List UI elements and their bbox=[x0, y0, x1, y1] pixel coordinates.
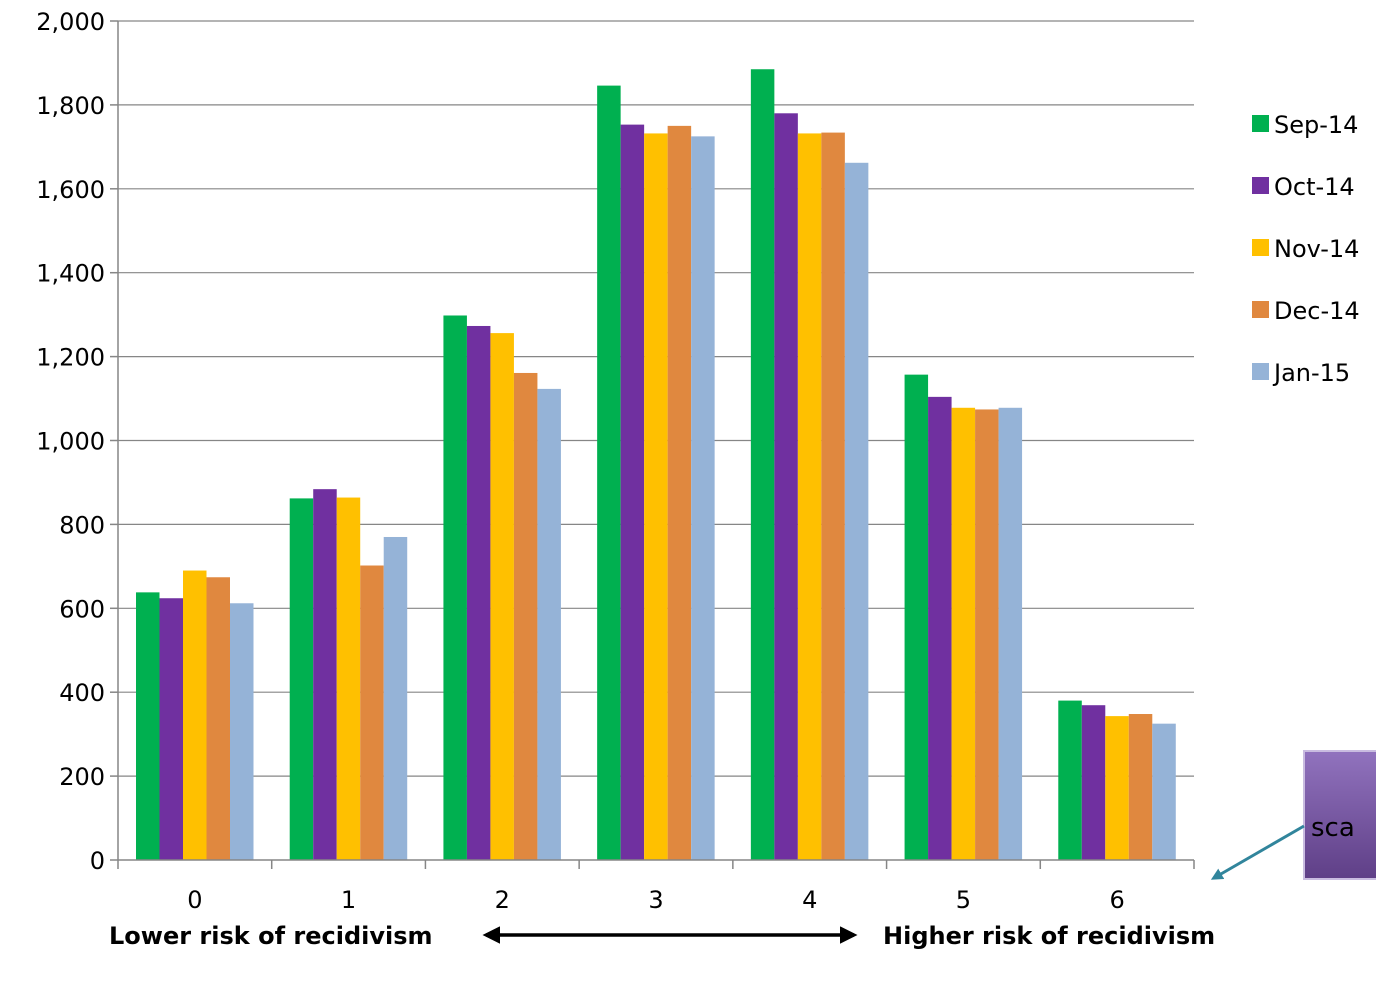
y-tick-label: 200 bbox=[59, 763, 105, 791]
callout-text: sca bbox=[1311, 813, 1355, 843]
bar-Oct-14-cat-1 bbox=[313, 489, 337, 860]
y-tick-label: 1,800 bbox=[36, 92, 105, 120]
legend-label: Dec-14 bbox=[1274, 297, 1360, 325]
x-tick-label: 1 bbox=[341, 886, 356, 914]
bar-Nov-14-cat-6 bbox=[1105, 716, 1129, 860]
bar-Jan-15-cat-1 bbox=[383, 536, 408, 860]
bar-Nov-14-cat-4 bbox=[797, 133, 822, 860]
legend-label: Nov-14 bbox=[1274, 235, 1359, 263]
bar-Sep-14-cat-1 bbox=[289, 498, 314, 860]
legend-swatch bbox=[1252, 301, 1269, 318]
bar-Nov-14-cat-0 bbox=[183, 570, 207, 860]
bar-Sep-14-cat-4 bbox=[750, 69, 775, 861]
bar-Sep-14-cat-0 bbox=[136, 592, 160, 860]
bar-Oct-14-cat-3 bbox=[620, 124, 645, 860]
legend-label: Sep-14 bbox=[1274, 111, 1358, 139]
bar-Nov-14-cat-1 bbox=[336, 497, 361, 860]
legend-swatch bbox=[1252, 239, 1269, 256]
y-tick-label: 400 bbox=[59, 679, 105, 707]
x-tick-label: 4 bbox=[802, 886, 817, 914]
x-tick-label: 5 bbox=[956, 886, 971, 914]
y-tick-label: 600 bbox=[59, 595, 105, 623]
higher-risk-label: Higher risk of recidivism bbox=[883, 922, 1215, 950]
x-tick-label: 2 bbox=[495, 886, 510, 914]
callout-arrow bbox=[1210, 824, 1305, 880]
y-tick-label: 1,200 bbox=[36, 344, 105, 372]
legend-swatch bbox=[1252, 363, 1269, 380]
bar-Dec-14-cat-3 bbox=[667, 125, 692, 860]
bar-Sep-14-cat-2 bbox=[443, 315, 467, 860]
y-tick-label: 1,400 bbox=[36, 260, 105, 288]
bar-Dec-14-cat-0 bbox=[206, 577, 230, 860]
bar-Oct-14-cat-5 bbox=[928, 396, 952, 860]
bar-Jan-15-cat-5 bbox=[998, 407, 1023, 860]
callout-box bbox=[1303, 750, 1376, 880]
bar-Dec-14-cat-2 bbox=[513, 372, 538, 860]
axes bbox=[110, 20, 1195, 869]
bar-Sep-14-cat-5 bbox=[904, 374, 929, 860]
x-tick-label: 3 bbox=[648, 886, 663, 914]
y-tick-label: 0 bbox=[90, 847, 105, 875]
bar-Dec-14-cat-1 bbox=[360, 565, 384, 860]
bar-Oct-14-cat-6 bbox=[1081, 705, 1106, 860]
bar-Oct-14-cat-2 bbox=[466, 325, 491, 860]
risk-annotation: Lower risk of recidivism Higher risk of … bbox=[109, 922, 1215, 950]
bar-Dec-14-cat-5 bbox=[975, 409, 999, 860]
bar-Sep-14-cat-6 bbox=[1058, 700, 1082, 860]
y-tick-label: 1,000 bbox=[36, 428, 105, 456]
bars bbox=[136, 69, 1176, 861]
legend-swatch bbox=[1252, 115, 1269, 132]
bar-Dec-14-cat-4 bbox=[821, 132, 845, 860]
bar-Sep-14-cat-3 bbox=[597, 85, 621, 860]
bar-Jan-15-cat-0 bbox=[230, 603, 254, 860]
bar-Jan-15-cat-3 bbox=[691, 136, 715, 861]
lower-risk-label: Lower risk of recidivism bbox=[109, 922, 433, 950]
legend: Sep-14 Oct-14 Nov-14 Dec-14 Jan-15 bbox=[1252, 111, 1360, 387]
bar-Nov-14-cat-5 bbox=[951, 407, 976, 860]
bar-Jan-15-cat-4 bbox=[844, 162, 869, 860]
legend-swatch bbox=[1252, 177, 1269, 194]
x-tick-label: 0 bbox=[187, 886, 202, 914]
legend-label: Oct-14 bbox=[1274, 173, 1355, 201]
callout: sca bbox=[1210, 750, 1376, 880]
bar-Jan-15-cat-6 bbox=[1152, 723, 1176, 860]
bar-Jan-15-cat-2 bbox=[537, 388, 561, 860]
legend-label: Jan-15 bbox=[1272, 359, 1350, 387]
bar-Oct-14-cat-0 bbox=[159, 598, 183, 860]
bar-Nov-14-cat-2 bbox=[490, 333, 514, 860]
x-tick-labels: 0 1 2 3 4 5 6 bbox=[187, 886, 1125, 914]
y-tick-labels: 0 200 400 600 800 1,000 1,200 1,400 1,600 1,800 2,… bbox=[36, 8, 105, 875]
bar-Nov-14-cat-3 bbox=[644, 133, 668, 860]
y-tick-label: 1,600 bbox=[36, 176, 105, 204]
x-tick-label: 6 bbox=[1110, 886, 1125, 914]
bar-Oct-14-cat-4 bbox=[774, 113, 798, 861]
y-tick-label: 2,000 bbox=[36, 8, 105, 36]
bar-Dec-14-cat-6 bbox=[1128, 714, 1153, 860]
y-tick-label: 800 bbox=[59, 511, 105, 539]
